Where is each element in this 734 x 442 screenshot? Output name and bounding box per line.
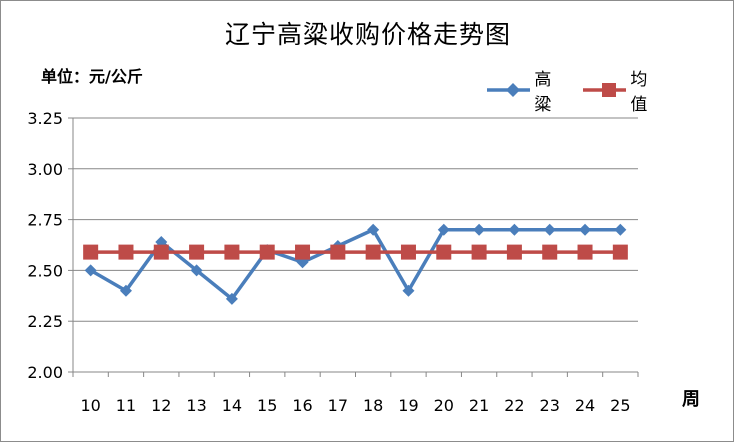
legend-marker-average	[583, 83, 627, 97]
y-axis-ticks: 2.00 2.25 2.50 2.75 3.00 3.25	[27, 109, 73, 382]
data-point-sorghum	[119, 284, 132, 297]
data-point-average	[577, 244, 593, 260]
legend-label-average: 均值	[630, 70, 648, 115]
x-tick-label: 16	[292, 396, 312, 415]
x-tick-label: 10	[80, 396, 100, 415]
x-tick-label: 11	[116, 396, 136, 415]
y-tick-label: 2.75	[27, 211, 63, 230]
data-point-average	[612, 244, 628, 260]
y-tick-label: 3.00	[27, 160, 63, 179]
x-tick-label: 17	[328, 396, 348, 415]
data-point-sorghum	[367, 223, 380, 236]
data-point-sorghum	[402, 284, 415, 297]
data-point-sorghum	[543, 223, 556, 236]
data-point-sorghum	[579, 223, 592, 236]
data-point-average	[365, 244, 381, 260]
x-axis-unit-label: 周	[682, 389, 700, 410]
data-point-average	[542, 244, 558, 260]
x-tick-label: 13	[186, 396, 206, 415]
data-point-sorghum	[437, 223, 450, 236]
data-point-average	[153, 244, 169, 260]
data-point-average	[436, 244, 452, 260]
data-point-average	[400, 244, 416, 260]
x-tick-label: 22	[504, 396, 524, 415]
x-tick-label: 21	[469, 396, 489, 415]
y-axis-unit-label: 单位：元/公斤	[41, 67, 143, 86]
data-point-average	[295, 244, 311, 260]
y-tick-label: 2.00	[27, 363, 63, 382]
data-point-sorghum	[84, 264, 97, 277]
data-point-average	[330, 244, 346, 260]
legend-marker-sorghum	[487, 83, 531, 97]
x-tick-label: 25	[610, 396, 630, 415]
data-point-sorghum	[508, 223, 521, 236]
series-group	[83, 223, 628, 305]
x-tick-label: 19	[398, 396, 418, 415]
x-tick-label: 12	[151, 396, 171, 415]
data-point-average	[259, 244, 275, 260]
data-point-average	[189, 244, 205, 260]
data-point-sorghum	[614, 223, 627, 236]
x-tick-label: 14	[222, 396, 242, 415]
data-point-average	[83, 244, 99, 260]
y-tick-label: 2.25	[27, 312, 63, 331]
data-point-sorghum	[190, 264, 203, 277]
legend-item-sorghum: 高粱	[485, 70, 562, 115]
x-tick-label: 18	[363, 396, 383, 415]
legend-item-average: 均值	[581, 70, 658, 115]
x-tick-label: 20	[434, 396, 454, 415]
data-point-average	[224, 244, 240, 260]
x-tick-label: 15	[257, 396, 277, 415]
x-tick-label: 23	[540, 396, 560, 415]
data-point-sorghum	[225, 292, 238, 305]
data-point-sorghum	[473, 223, 486, 236]
series-line-sorghum	[89, 228, 621, 301]
chart-title: 辽宁高粱收购价格走势图	[224, 20, 511, 49]
data-point-average	[118, 244, 134, 260]
y-tick-label: 2.50	[27, 261, 63, 280]
legend-label-sorghum: 高粱	[534, 70, 552, 115]
data-point-average	[506, 244, 522, 260]
gridlines	[72, 117, 638, 373]
data-point-average	[471, 244, 487, 260]
x-tick-label: 24	[575, 396, 595, 415]
x-axis-ticks: 10 11 12 13 14 15 16 17 18 19 20 21 22 23 24 25	[72, 372, 639, 415]
y-tick-label: 3.25	[27, 109, 63, 128]
